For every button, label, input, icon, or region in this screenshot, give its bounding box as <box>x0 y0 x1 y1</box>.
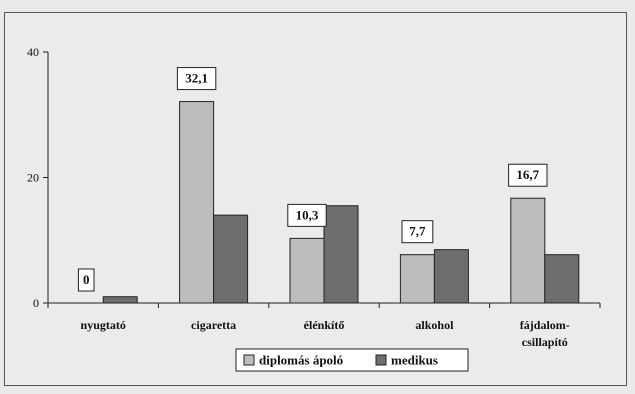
legend-box <box>235 348 469 372</box>
data-label-box <box>287 203 327 227</box>
category-label: nyugtató <box>81 318 126 332</box>
data-label: 0 <box>83 272 90 287</box>
y-tick-label: 0 <box>33 296 39 310</box>
y-tick-label: 40 <box>27 45 39 59</box>
data-label-box <box>176 67 217 91</box>
data-label: 10,3 <box>296 207 319 222</box>
data-label-box <box>508 163 548 187</box>
bar-diplomas-apolo <box>399 254 435 304</box>
category-label: élénkítő <box>304 318 345 332</box>
bar-medikus <box>544 254 580 304</box>
data-label: 32,1 <box>185 71 208 86</box>
bar-diplomas-apolo <box>289 237 325 304</box>
bar-diplomas-apolo <box>510 197 546 304</box>
bar-medikus <box>102 296 138 304</box>
bar-medikus <box>213 214 249 304</box>
data-label-box <box>77 268 95 292</box>
data-label-box <box>401 220 434 244</box>
data-label: 16,7 <box>516 167 539 182</box>
legend-label: medikus <box>391 353 438 368</box>
legend-swatch <box>375 354 387 366</box>
y-tick-label: 20 <box>27 171 39 185</box>
category-label: fájdalom- <box>520 318 570 332</box>
legend-swatch <box>243 354 255 366</box>
category-label: cigaretta <box>191 318 236 332</box>
bar-medikus <box>433 249 469 304</box>
bar-diplomas-apolo <box>179 101 215 304</box>
bar-medikus <box>323 205 359 304</box>
category-label: csillapító <box>522 335 568 349</box>
category-label: alkohol <box>415 318 454 332</box>
legend-label: diplomás ápoló <box>259 353 343 368</box>
data-label: 7,7 <box>409 224 426 239</box>
